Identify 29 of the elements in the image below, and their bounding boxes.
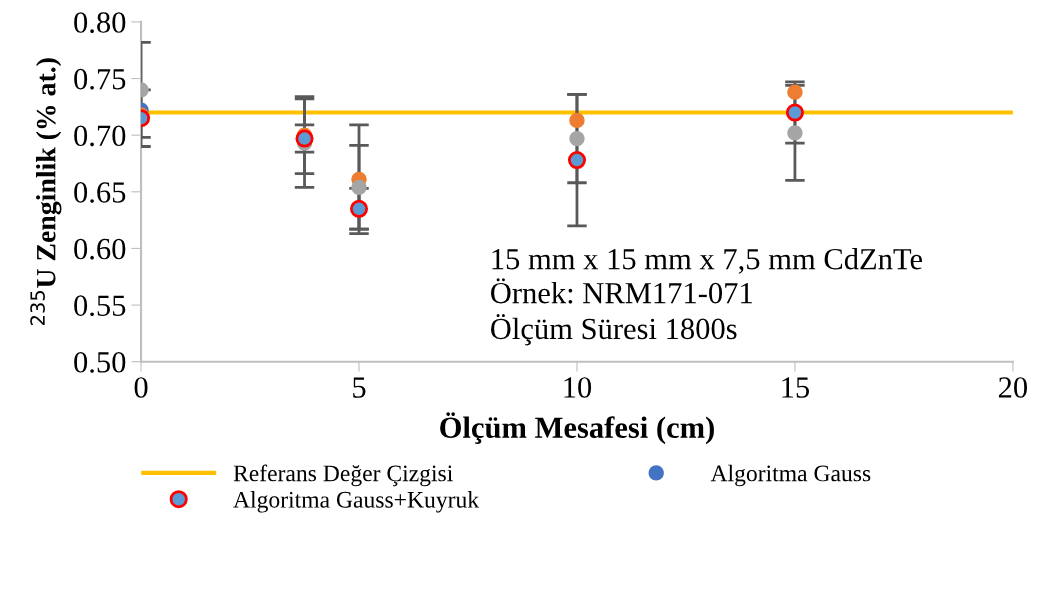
point [787, 84, 803, 100]
legend-label: Algoritma Gauss [710, 464, 871, 487]
y-tick-label: 0.55 [74, 295, 126, 317]
x-tick-label: 20 [998, 377, 1028, 398]
y-tick-label: 0.80 [74, 12, 126, 33]
point [569, 112, 585, 129]
x-axis-title: Ölçüm Mesafesi (cm) [440, 412, 714, 445]
x-tick-label: 5 [353, 377, 366, 398]
y-tick-label: 0.50 [74, 351, 126, 373]
point [295, 129, 314, 148]
point [351, 179, 367, 195]
legend-label: Algoritma Gauss+Kuyruk [233, 491, 480, 513]
point [349, 199, 369, 218]
point [569, 130, 585, 147]
annotation: 15 mm x 15 mm x 7,5 mm CdZnTe [492, 247, 922, 274]
point [567, 151, 586, 170]
x-tick-label: 10 [564, 377, 592, 398]
y-axis-title: $^{235}$U Zenginlik (% at.) [30, 58, 62, 325]
annotation: Örnek: NRM171-071 [491, 278, 752, 304]
y-tick-label: 0.70 [74, 125, 126, 147]
legend-label: Referans Değer Çizgisi [233, 464, 453, 487]
y-tick-label: 0.75 [74, 68, 126, 90]
annotation: Ölçüm Süresi 1800s [491, 314, 737, 346]
y-tick-label: 0.65 [74, 182, 126, 203]
x-tick-label: 0 [134, 377, 148, 398]
point [785, 103, 804, 122]
x-tick-label: 15 [782, 377, 810, 398]
point [787, 125, 803, 141]
y-tick-label: 0.60 [74, 238, 126, 260]
